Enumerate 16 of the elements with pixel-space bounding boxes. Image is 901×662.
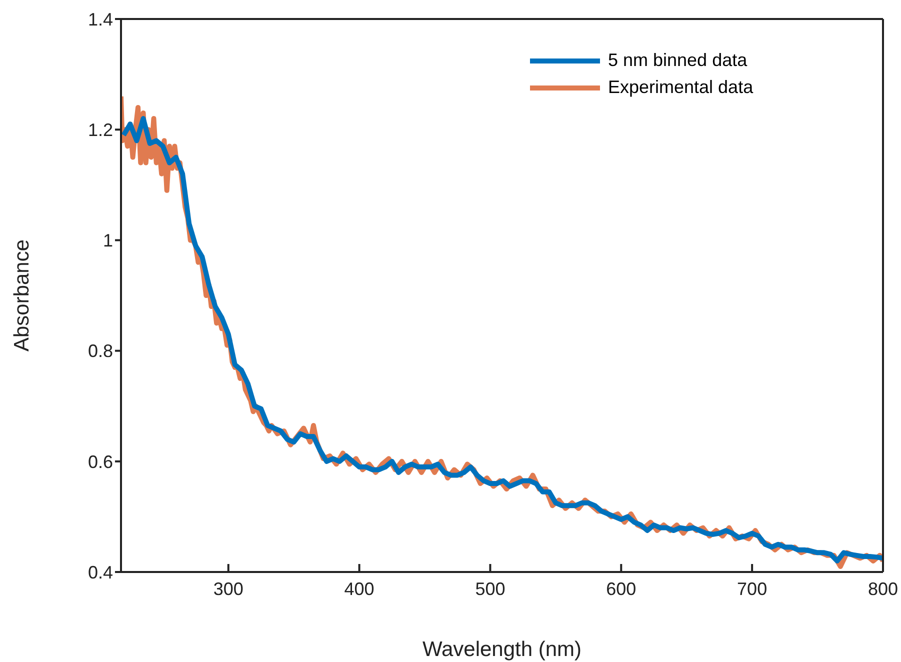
y-tick-label: 1.4 [88,9,113,30]
legend-label: 5 nm binned data [608,50,748,71]
y-axis-title: Absorbance [10,239,34,352]
y-tick-label: 1.2 [88,120,113,140]
legend-label: Experimental data [608,77,754,98]
x-tick-label: 300 [213,578,244,599]
x-tick-label: 600 [606,578,636,599]
y-tick-label: 0.8 [88,341,113,362]
x-tick-label: 700 [737,578,768,599]
y-tick-label: 0.4 [88,562,113,582]
y-tick-label: 0.6 [88,452,113,472]
y-tick-label: 1 [102,230,113,251]
x-tick-label: 500 [475,578,506,599]
x-axis-title: Wavelength (nm) [422,638,582,661]
x-tick-label: 400 [344,578,374,599]
x-tick-label: 800 [868,578,898,599]
